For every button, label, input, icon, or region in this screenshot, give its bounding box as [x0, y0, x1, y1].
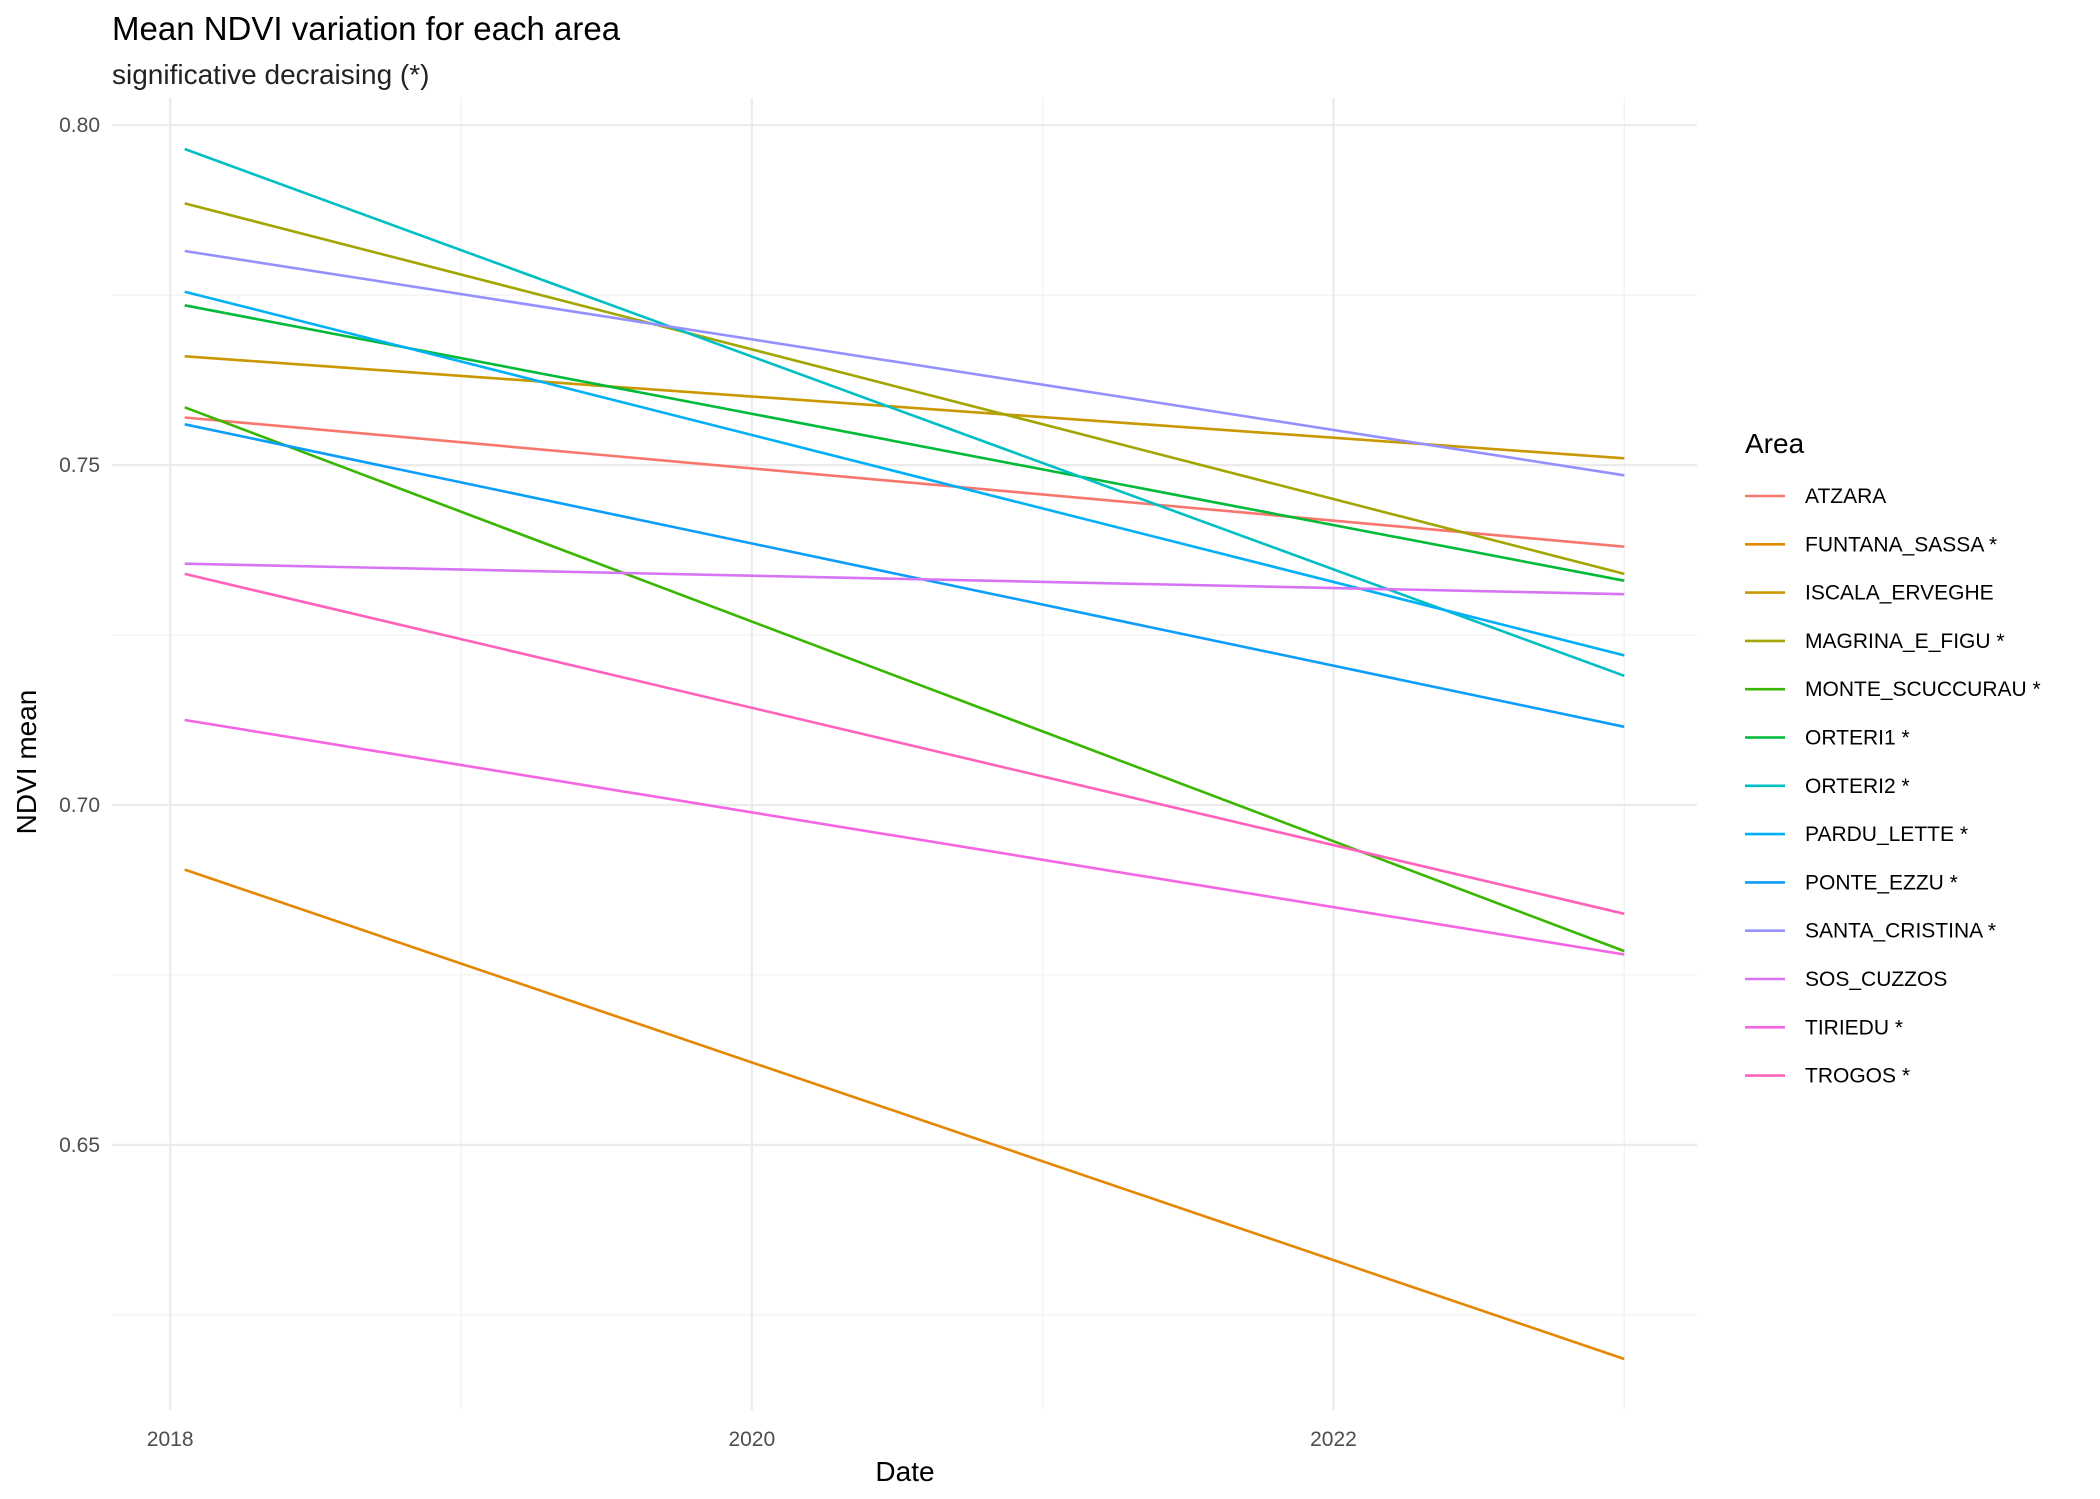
y-tick-label: 0.75	[59, 454, 100, 477]
series-line-atzara	[184, 416, 1625, 548]
legend-label-monte-scuccurau: MONTE_SCUCCURAU *	[1805, 678, 2041, 701]
series-line-iscala-erveghe	[184, 355, 1625, 460]
legend-label-tiriedu: TIRIEDU *	[1805, 1016, 1903, 1039]
x-tick-label: 2018	[147, 1428, 194, 1451]
legend: Area ATZARA FUNTANA_SASSA * ISCALA_ERVEGHE…	[1745, 428, 2041, 1088]
series-line-trogos	[184, 572, 1625, 916]
x-tick-label: 2022	[1310, 1428, 1357, 1451]
series-line-funtana-sassa	[184, 868, 1625, 1361]
legend-label-sos-cuzzos: SOS_CUZZOS	[1805, 968, 1947, 991]
x-axis-title: Date	[875, 1456, 934, 1487]
x-tick-label: 2020	[728, 1428, 775, 1451]
series-line-ponte-ezzu	[184, 423, 1625, 729]
y-tick-label: 0.80	[59, 114, 100, 137]
y-tick-label: 0.65	[59, 1134, 100, 1157]
series-line-santa-cristina	[184, 249, 1625, 477]
series-line-pardu-lette	[184, 290, 1625, 657]
legend-label-orteri2: ORTERI2 *	[1805, 775, 1910, 798]
axis-ticks: 2018 2020 2022 0.65 0.70 0.75 0.80	[59, 114, 1357, 1451]
plot-grid	[112, 98, 1697, 1410]
legend-title: Area	[1745, 428, 1805, 459]
series-line-monte-scuccurau	[184, 406, 1625, 953]
legend-label-orteri1: ORTERI1 *	[1805, 727, 1910, 750]
series-line-sos-cuzzos	[184, 562, 1625, 596]
legend-label-atzara: ATZARA	[1805, 485, 1886, 508]
chart-subtitle: significative decraising (*)	[112, 59, 429, 90]
legend-label-ponte-ezzu: PONTE_EZZU *	[1805, 871, 1958, 894]
series-line-magrina-e-figu	[184, 202, 1625, 576]
legend-label-pardu-lette: PARDU_LETTE *	[1805, 823, 1968, 846]
legend-label-funtana-sassa: FUNTANA_SASSA *	[1805, 533, 1997, 556]
chart-title: Mean NDVI variation for each area	[112, 10, 621, 47]
legend-label-iscala-erveghe: ISCALA_ERVEGHE	[1805, 582, 1994, 605]
y-tick-label: 0.70	[59, 794, 100, 817]
series-line-tiriedu	[184, 718, 1625, 956]
legend-label-magrina-e-figu: MAGRINA_E_FIGU *	[1805, 630, 2005, 653]
legend-items: ATZARA FUNTANA_SASSA * ISCALA_ERVEGHE MAGRI…	[1745, 485, 2041, 1088]
legend-label-trogos: TROGOS *	[1805, 1065, 1910, 1088]
y-axis-title: NDVI mean	[11, 690, 42, 835]
legend-label-santa-cristina: SANTA_CRISTINA *	[1805, 920, 1996, 943]
plot-series	[184, 147, 1625, 1361]
series-line-orteri2	[184, 147, 1625, 678]
